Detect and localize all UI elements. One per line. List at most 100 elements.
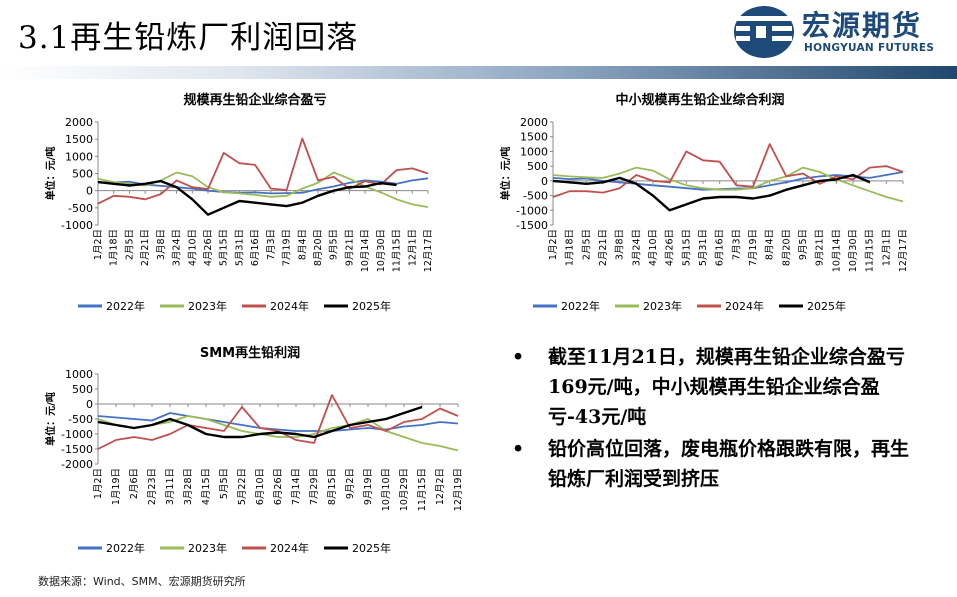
logo-subtitle: HONGYUAN FUTURES [804,42,935,54]
x-tick-label: 5月31日 [698,229,709,266]
y-tick-label: 1000 [65,368,93,381]
page-title: 3.1再生铅炼厂利润回落 [18,20,359,56]
x-tick-label: 1月18日 [565,229,576,266]
x-tick-label: 2月5日 [124,229,135,260]
logo-mark-icon [734,6,794,58]
legend-label: 2024年 [725,299,764,313]
x-tick-label: 3月24日 [631,229,642,266]
x-tick-label: 4月10日 [648,229,659,266]
x-tick-label: 12月2日 [435,468,446,505]
x-tick-label: 9月2日 [345,468,356,499]
x-tick-label: 5月5日 [219,468,230,499]
y-tick-label: -1000 [61,219,93,232]
series-line-2024年 [97,137,429,205]
x-tick-label: 10月10日 [381,468,392,511]
x-tick-label: 2月21日 [140,229,151,266]
x-tick-label: 7月19日 [748,229,759,266]
x-tick-label: 12月17日 [423,229,434,272]
y-tick-label: 500 [527,160,548,173]
x-tick-label: 11月15日 [417,468,428,511]
legend-label: 2023年 [188,541,227,555]
x-tick-label: 1月2日 [93,229,104,260]
x-tick-label: 7月3日 [731,229,742,260]
y-tick-label: -500 [523,190,548,203]
x-tick-label: 10月29日 [399,468,410,511]
x-tick-label: 5月15日 [681,229,692,266]
x-tick-label: 1月2日 [548,229,559,260]
legend-label: 2025年 [807,299,846,313]
x-tick-label: 8月20日 [781,229,792,266]
x-tick-label: 8月20日 [313,229,324,266]
series-line-2022年 [97,412,459,432]
x-tick-label: 3月28日 [183,468,194,505]
x-tick-label: 4月15日 [201,468,212,505]
y-tick-label: 1500 [65,133,93,146]
x-tick-label: 8月4日 [297,229,308,260]
legend-label: 2025年 [352,541,391,555]
y-tick-label: 2000 [65,116,93,129]
x-tick-label: 4月26日 [665,229,676,266]
x-tick-label: 6月16日 [250,229,261,266]
bullet-item: • 铅价高位回落，废电瓶价格跟跌有限，再生铅炼厂利润受到挤压 [512,438,910,490]
y-tick-label: 1000 [520,145,548,158]
y-tick-label: 1000 [65,150,93,163]
x-tick-label: 10月14日 [360,229,371,272]
y-tick-label: -1500 [61,443,93,456]
x-tick-label: 12月19日 [453,468,464,511]
logo-name: 宏源期货 [802,9,923,42]
legend-label: 2023年 [188,299,227,313]
x-tick-label: 4月10日 [187,229,198,266]
legend-label: 2022年 [561,299,600,313]
x-tick-label: 5月22日 [237,468,248,505]
x-tick-label: 12月1日 [881,229,892,266]
y-tick-label: -500 [68,202,93,215]
x-tick-label: 12月17日 [898,229,909,272]
y-tick-label: -1000 [516,204,548,217]
x-tick-label: 6月26日 [273,468,284,505]
legend-label: 2022年 [106,299,145,313]
legend-label: 2024年 [270,541,309,555]
y-tick-label: -500 [68,413,93,426]
y-tick-label: 2000 [520,116,548,129]
bullet-text-1: 截至11月21日，规模再生铅企业综合盈亏169元/吨，中小规模再生铅企业综合盈亏… [548,346,905,428]
x-tick-label: 9月5日 [798,229,809,260]
y-tick-label: -2000 [61,458,93,471]
y-tick-label: 1500 [520,131,548,144]
y-axis-label: 单位：元/吨 [44,392,57,446]
legend-label: 2024年 [270,299,309,313]
x-tick-label: 2月23日 [147,468,158,505]
header-divider-band [0,66,957,79]
x-tick-label: 7月19日 [282,229,293,266]
x-tick-label: 9月19日 [363,468,374,505]
x-tick-label: 10月30日 [848,229,859,272]
y-axis-label: 单位：元/吨 [499,147,512,201]
company-logo: 宏源期货 HONGYUAN FUTURES [732,2,947,62]
y-tick-label: 0 [86,398,93,411]
x-tick-label: 7月29日 [309,468,320,505]
x-tick-label: 2月6日 [129,468,140,499]
series-line-2025年 [97,179,397,216]
chart-smm-profit: 单位：元/吨 -2000 -1500 -1000 -500 0 500 1000 1月2日 1月1… [44,368,464,555]
series-line-2024年 [97,394,459,450]
series-line-2025年 [97,405,423,439]
legend-label: 2022年 [106,541,145,555]
x-tick-label: 9月21日 [344,229,355,266]
x-tick-label: 2月5日 [581,229,592,260]
y-axis-label: 单位：元/吨 [44,147,57,201]
x-tick-label: 8月15日 [327,468,338,505]
x-tick-label: 9月5日 [329,229,340,260]
x-tick-label: 8月4日 [765,229,776,260]
x-tick-label: 1月19日 [111,468,122,505]
legend-label: 2023年 [643,299,682,313]
data-source-note: 数据来源：Wind、SMM、宏源期货研究所 [38,575,246,588]
x-tick-label: 6月10日 [255,468,266,505]
y-tick-label: -1500 [516,219,548,232]
x-tick-label: 3月8日 [615,229,626,260]
series-line-2023年 [552,166,904,203]
x-tick-label: 3月11日 [165,468,176,505]
x-tick-label: 7月3日 [266,229,277,260]
x-tick-label: 9月21日 [815,229,826,266]
y-tick-label: 500 [72,383,93,396]
bullet-item: • 截至11月21日，规模再生铅企业综合盈亏169元/吨，中小规模再生铅企业综合盈… [512,346,905,428]
